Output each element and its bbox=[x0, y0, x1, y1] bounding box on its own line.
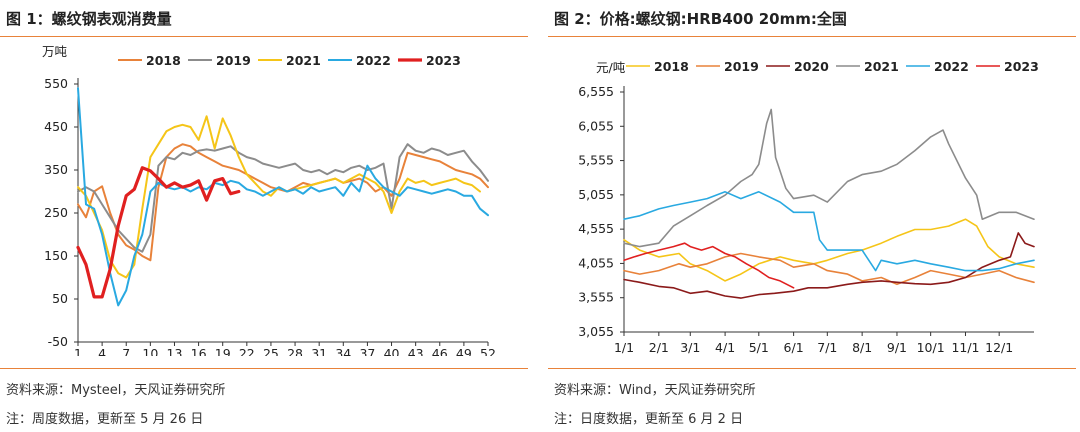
x-tick-label: 49 bbox=[456, 346, 472, 356]
source-note: 资料来源：Mysteel，天风证券研究所 bbox=[6, 383, 226, 398]
chart-panel-price: 图 2：价格:螺纹钢:HRB400 20mm:全国 元/吨 2018 2019 202… bbox=[548, 0, 1076, 432]
x-tick-label: 7/1 bbox=[817, 340, 837, 355]
x-tick-label: 31 bbox=[311, 346, 327, 356]
update-note: 注：日度数据，更新至 6 月 2 日 bbox=[554, 412, 744, 427]
x-tick-label: 4 bbox=[98, 346, 106, 356]
legend-label-2020: 2020 bbox=[794, 59, 829, 74]
series-line-2022 bbox=[77, 87, 489, 307]
series-line-2020 bbox=[623, 232, 1035, 299]
y-tick-label: 150 bbox=[44, 248, 68, 263]
y-tick-label: 450 bbox=[44, 119, 68, 134]
title-divider bbox=[548, 36, 1076, 37]
x-tick-label: 34 bbox=[335, 346, 351, 356]
x-tick-label: 1/1 bbox=[614, 340, 634, 355]
x-tick-label: 28 bbox=[287, 346, 303, 356]
y-tick-label: 6,055 bbox=[578, 118, 614, 133]
x-tick-label: 10/1 bbox=[917, 340, 945, 355]
series-line-2021 bbox=[623, 108, 1035, 248]
series-line-2023 bbox=[76, 166, 241, 299]
y-tick-label: 5,055 bbox=[578, 187, 614, 202]
legend-label-2018: 2018 bbox=[654, 59, 689, 74]
y-tick-label: 250 bbox=[44, 205, 68, 220]
footer-divider bbox=[548, 368, 1076, 369]
x-tick-label: 52 bbox=[480, 346, 496, 356]
x-tick-label: 8/1 bbox=[852, 340, 872, 355]
title-divider bbox=[0, 36, 528, 37]
x-tick-label: 9/1 bbox=[887, 340, 907, 355]
series-line-2022 bbox=[623, 191, 1035, 272]
y-tick-label: 6,555 bbox=[578, 84, 614, 99]
x-tick-label: 46 bbox=[432, 346, 448, 356]
x-tick-label: 40 bbox=[384, 346, 400, 356]
y-tick-label: 350 bbox=[44, 162, 68, 177]
x-tick-label: 22 bbox=[239, 346, 255, 356]
y-tick-label: 4,055 bbox=[578, 255, 614, 270]
x-tick-label: 19 bbox=[215, 346, 231, 356]
x-tick-label: 10 bbox=[142, 346, 158, 356]
x-tick-label: 4/1 bbox=[715, 340, 735, 355]
x-tick-label: 37 bbox=[359, 346, 375, 356]
legend-label-2022: 2022 bbox=[356, 53, 391, 68]
legend-label-2023: 2023 bbox=[426, 53, 461, 68]
y-tick-label: -50 bbox=[48, 334, 68, 349]
price-line-chart: 元/吨 2018 2019 2020 2021 2022 2023 3,055 3,555 4,0… bbox=[578, 59, 1039, 355]
y-tick-label: 3,055 bbox=[578, 324, 614, 339]
y-tick-label: 50 bbox=[52, 291, 68, 306]
y-tick-label: 4,555 bbox=[578, 221, 614, 236]
x-tick-label: 7 bbox=[122, 346, 130, 356]
consumption-line-chart: 万吨 2018 2019 2021 2022 2023 -50 50 150 250 350 450 5… bbox=[42, 44, 496, 356]
x-tick-label: 25 bbox=[263, 346, 279, 356]
figure-title: 图 1：螺纹钢表观消费量 bbox=[6, 10, 172, 28]
y-tick-label: 5,555 bbox=[578, 153, 614, 168]
series-line-2019 bbox=[77, 143, 489, 253]
series-line-2023 bbox=[623, 242, 795, 289]
y-unit-label: 元/吨 bbox=[596, 60, 626, 75]
legend-label-2018: 2018 bbox=[146, 53, 181, 68]
legend-label-2019: 2019 bbox=[724, 59, 759, 74]
legend-label-2021: 2021 bbox=[864, 59, 899, 74]
x-tick-label: 3/1 bbox=[680, 340, 700, 355]
legend-label-2023: 2023 bbox=[1004, 59, 1039, 74]
x-tick-label: 5/1 bbox=[749, 340, 769, 355]
x-tick-label: 6/1 bbox=[784, 340, 804, 355]
series-line-2018 bbox=[623, 218, 1035, 282]
chart-panel-consumption: 图 1：螺纹钢表观消费量 万吨 2018 2019 2021 2022 2023 -50 50… bbox=[0, 0, 528, 432]
y-tick-label: 550 bbox=[44, 76, 68, 91]
x-tick-label: 13 bbox=[167, 346, 183, 356]
update-note: 注：周度数据，更新至 5 月 26 日 bbox=[6, 412, 204, 427]
legend-label-2019: 2019 bbox=[216, 53, 251, 68]
legend-label-2021: 2021 bbox=[286, 53, 321, 68]
y-tick-label: 3,555 bbox=[578, 290, 614, 305]
x-tick-label: 1 bbox=[74, 346, 82, 356]
x-tick-label: 16 bbox=[191, 346, 207, 356]
x-tick-label: 11/1 bbox=[951, 340, 979, 355]
series-line-2019 bbox=[623, 252, 1035, 286]
x-tick-label: 12/1 bbox=[985, 340, 1013, 355]
legend-label-2022: 2022 bbox=[934, 59, 969, 74]
x-tick-label: 2/1 bbox=[649, 340, 669, 355]
y-unit-label: 万吨 bbox=[42, 44, 68, 59]
x-tick-label: 43 bbox=[408, 346, 424, 356]
footer-divider bbox=[0, 368, 528, 369]
figure-title: 图 2：价格:螺纹钢:HRB400 20mm:全国 bbox=[554, 10, 847, 28]
source-note: 资料来源：Wind，天风证券研究所 bbox=[554, 383, 756, 398]
